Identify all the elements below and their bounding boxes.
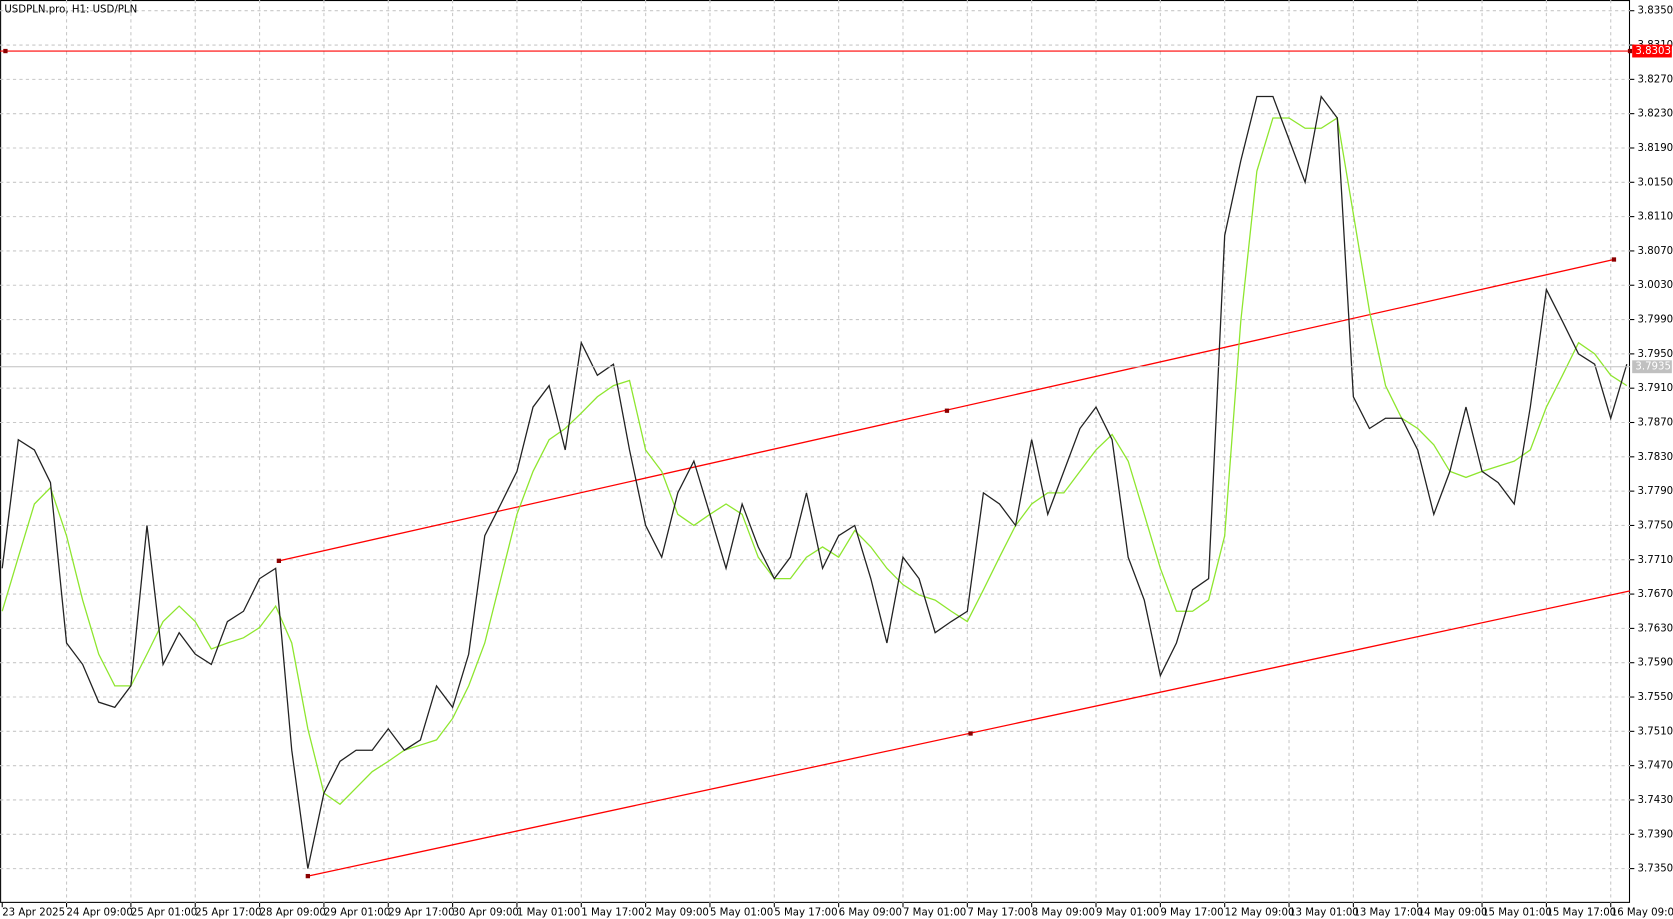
level-anchor [1627, 48, 1633, 54]
x-tick-label: 12 May 09:00 [1225, 908, 1295, 919]
y-tick-label: 3.0150 [1638, 177, 1673, 188]
y-tick-label: 3.8190 [1638, 143, 1673, 154]
x-tick-label: 9 May 17:00 [1160, 908, 1223, 919]
y-tick-label: 3.7950 [1638, 349, 1673, 360]
y-tick-label: 3.7470 [1638, 761, 1673, 772]
x-tick-label: 15 May 01:00 [1482, 908, 1552, 919]
x-tick-label: 28 Apr 09:00 [260, 908, 326, 919]
marks [1, 94, 1628, 869]
y-tick-label: 3.8110 [1638, 212, 1673, 223]
x-tick-label: 23 Apr 2025 [2, 908, 65, 919]
x-tick-label: 2 May 09:00 [646, 908, 709, 919]
x-tick-label: 5 May 01:00 [710, 908, 773, 919]
y-tick-label: 3.7670 [1638, 589, 1673, 600]
y-tick-label: 3.7830 [1638, 452, 1673, 463]
y-tick-label: 3.8270 [1638, 74, 1673, 85]
price-label: 3.7935 [1635, 362, 1671, 373]
x-tick-label: 15 May 17:00 [1546, 908, 1616, 919]
y-tick-label: 3.7910 [1638, 383, 1673, 394]
x-tick-label: 25 Apr 17:00 [195, 908, 261, 919]
x-tick-label: 7 May 17:00 [967, 908, 1030, 919]
y-tick-label: 3.8350 [1638, 6, 1673, 17]
x-tick-label: 14 May 09:00 [1418, 908, 1488, 919]
y-tick-label: 3.7750 [1638, 520, 1673, 531]
y-tick-label: 3.7990 [1638, 315, 1673, 326]
price-line [1, 116, 1628, 806]
price-line [1, 94, 1628, 869]
grid [0, 0, 1631, 903]
price-label: 3.8303 [1635, 46, 1671, 57]
y-tick-label: 3.7710 [1638, 555, 1673, 566]
anchor [944, 408, 950, 413]
x-tick-label: 16 May 09:00 [1611, 908, 1673, 919]
chart-title: USDPLN.pro, H1: USD/PLN [4, 5, 137, 16]
y-tick-label: 3.7590 [1638, 658, 1673, 669]
x-tick-label: 1 May 17:00 [581, 908, 644, 919]
x-tick-label: 13 May 01:00 [1289, 908, 1359, 919]
x-tick-label: 13 May 17:00 [1353, 908, 1423, 919]
y-tick-label: 3.0030 [1638, 280, 1673, 291]
x-tick-label: 5 May 17:00 [774, 908, 837, 919]
y-tick-label: 3.7790 [1638, 486, 1673, 497]
x-tick-label: 24 Apr 09:00 [67, 908, 133, 919]
anchor [276, 558, 282, 563]
y-tick-label: 3.7630 [1638, 623, 1673, 634]
channel [276, 257, 1631, 879]
y-tick-label: 3.7870 [1638, 418, 1673, 429]
x-tick-label: 7 May 01:00 [903, 908, 966, 919]
x-tick-label: 29 Apr 01:00 [324, 908, 390, 919]
plot-frame [0, 0, 1631, 903]
anchor [1611, 257, 1617, 262]
price-label-box [1632, 360, 1672, 374]
x-tick-label: 9 May 01:00 [1096, 908, 1159, 919]
y-tick-label: 3.7350 [1638, 864, 1673, 875]
y-tick-label: 3.7430 [1638, 795, 1673, 806]
price-label-box [1632, 44, 1672, 58]
x-tick-label: 30 Apr 09:00 [453, 908, 519, 919]
level-anchor [3, 48, 8, 54]
x-tick-label: 29 Apr 17:00 [388, 908, 454, 919]
y-tick-label: 3.7550 [1638, 692, 1673, 703]
x-tick-label: 25 Apr 01:00 [131, 908, 197, 919]
anchor [305, 873, 310, 879]
y-tick-label: 3.8230 [1638, 109, 1673, 120]
y-tick-label: 3.7510 [1638, 726, 1673, 737]
y-tick-label: 3.8070 [1638, 246, 1673, 257]
x-tick-label: 6 May 09:00 [839, 908, 902, 919]
x-tick-label: 1 May 01:00 [517, 908, 580, 919]
x-tick-label: 8 May 09:00 [1032, 908, 1095, 919]
y-tick-label: 3.7390 [1638, 829, 1673, 840]
anchor [968, 731, 973, 736]
